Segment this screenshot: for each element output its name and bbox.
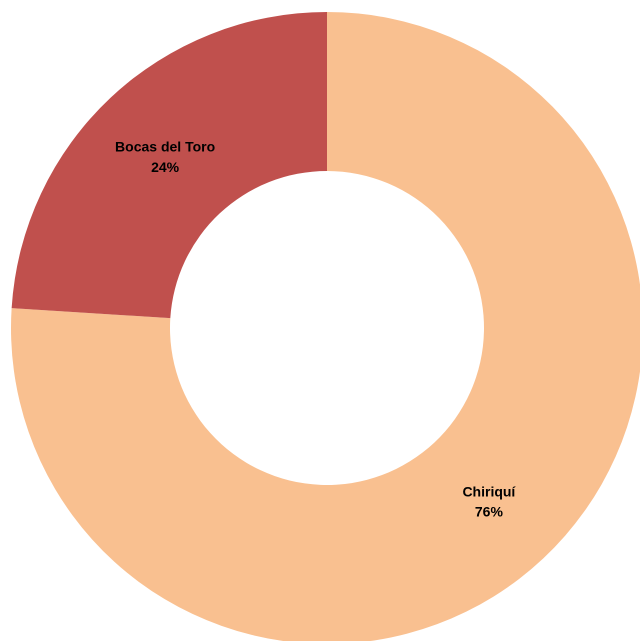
slice-bocas-del-toro xyxy=(11,12,327,319)
slice-percent-label: 24% xyxy=(151,159,180,175)
slice-chiriqui xyxy=(11,12,640,641)
slice-label-bocas-del-toro: Bocas del Toro 24% xyxy=(115,139,215,175)
slice-category-label: Bocas del Toro xyxy=(115,139,215,155)
labels-layer: Chiriquí 76% Bocas del Toro 24% xyxy=(115,139,516,520)
slices-layer xyxy=(11,12,640,641)
slice-category-label: Chiriquí xyxy=(462,483,516,499)
slice-percent-label: 76% xyxy=(475,504,504,520)
slice-label-chiriqui: Chiriquí 76% xyxy=(462,483,516,519)
